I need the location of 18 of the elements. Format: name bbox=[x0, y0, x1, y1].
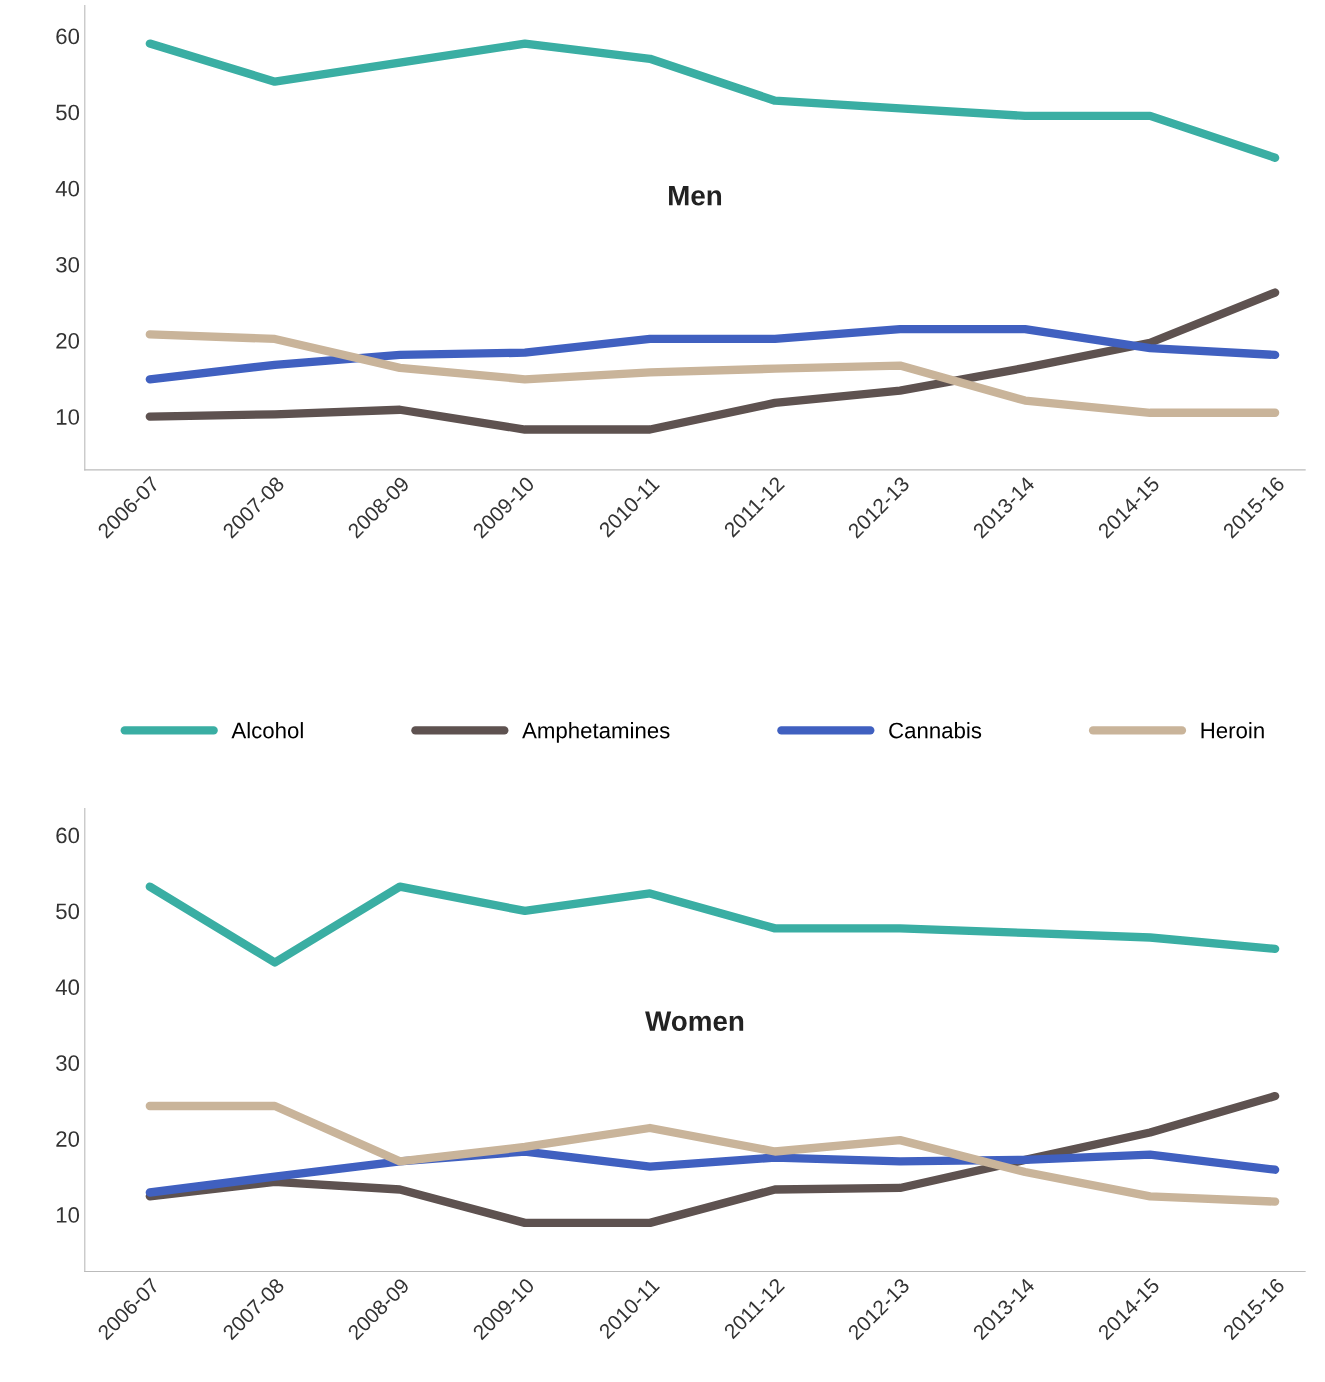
y-tick-label: 10 bbox=[56, 409, 80, 425]
y-tick-label: 50 bbox=[56, 104, 80, 121]
y-tick-label: 20 bbox=[56, 1131, 80, 1147]
y-tick-label: 60 bbox=[56, 28, 80, 45]
legend-label: Amphetamines bbox=[522, 722, 670, 743]
y-tick-label: 50 bbox=[56, 903, 80, 920]
y-tick-label: 40 bbox=[55, 979, 80, 996]
y-tick-label: 30 bbox=[56, 256, 80, 273]
y-tick-label: 20 bbox=[56, 333, 80, 349]
y-tick-label: 30 bbox=[56, 1055, 80, 1071]
y-tick-label: 60 bbox=[56, 827, 80, 844]
legend-label: Alcohol bbox=[231, 722, 303, 739]
text: Men bbox=[669, 186, 722, 206]
y-tick-label: 40 bbox=[55, 180, 80, 197]
text: Women bbox=[645, 1011, 744, 1031]
y-tick-label: 10 bbox=[56, 1207, 80, 1223]
legend-label: Cannabis bbox=[889, 722, 982, 739]
legend-label: Heroin bbox=[1201, 722, 1264, 739]
